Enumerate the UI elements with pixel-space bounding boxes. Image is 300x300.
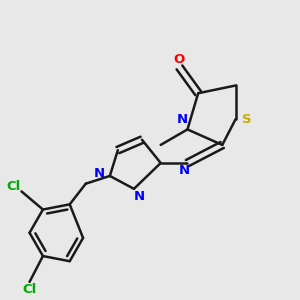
Text: N: N (134, 190, 145, 203)
Text: Cl: Cl (6, 180, 21, 193)
Text: O: O (174, 53, 185, 66)
Text: N: N (177, 112, 188, 126)
Text: Cl: Cl (22, 283, 37, 296)
Text: N: N (94, 167, 105, 180)
Text: S: S (242, 112, 251, 126)
Text: N: N (179, 164, 190, 177)
